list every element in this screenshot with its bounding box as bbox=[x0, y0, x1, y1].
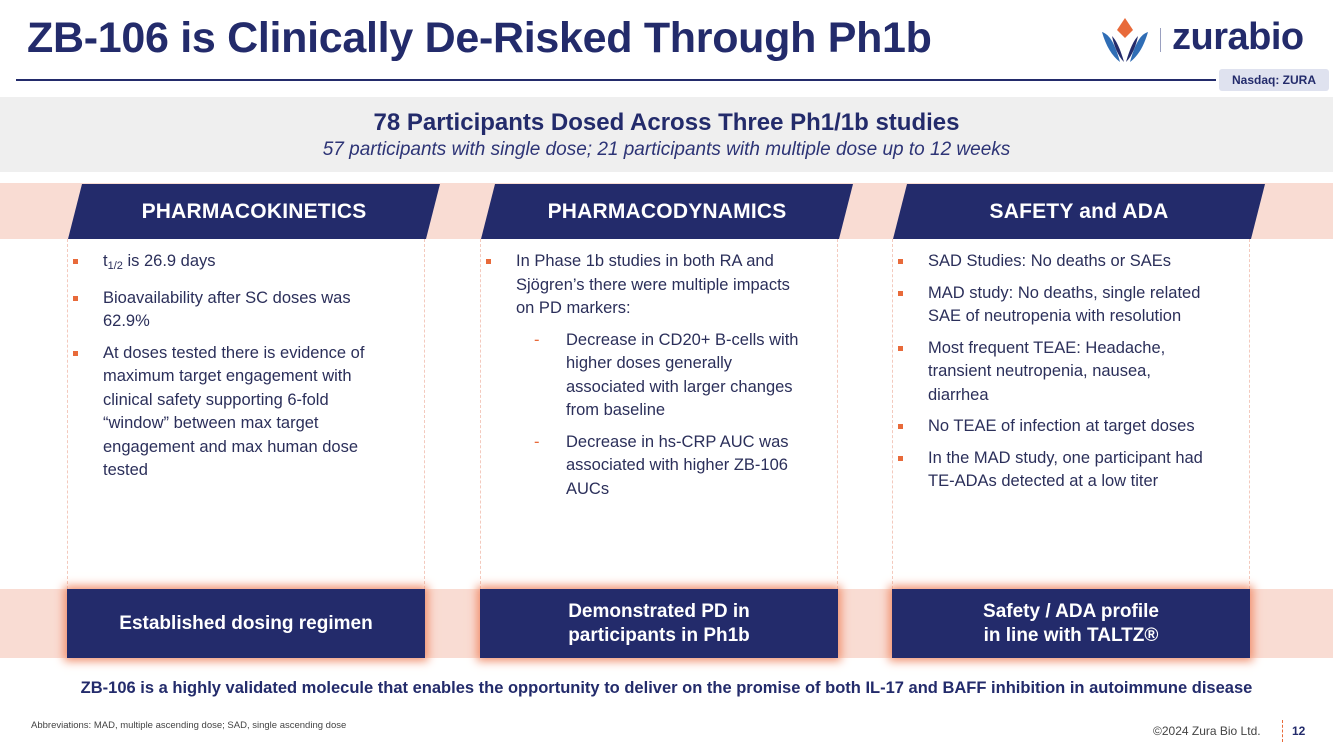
list-item: t1/2 is 26.9 days bbox=[67, 250, 397, 279]
ticker-badge: Nasdaq: ZURA bbox=[1219, 69, 1329, 91]
list-item: Bioavailability after SC doses was 62.9% bbox=[67, 287, 397, 334]
safety-column-header: SAFETY and ADA bbox=[893, 184, 1265, 239]
logo-wordmark: zurabio bbox=[1172, 16, 1304, 58]
safety-callout: Safety / ADA profile in line with TALTZ® bbox=[892, 589, 1250, 658]
company-logo: zurabio bbox=[1100, 14, 1325, 66]
sub-list-item: Decrease in hs-CRP AUC was associated wi… bbox=[516, 431, 810, 502]
logo-divider bbox=[1160, 28, 1161, 52]
page-number: 12 bbox=[1292, 724, 1306, 738]
list-item: No TEAE of infection at target doses bbox=[892, 415, 1212, 439]
pk-bullet-list: t1/2 is 26.9 days Bioavailability after … bbox=[67, 250, 397, 491]
title-underline bbox=[16, 79, 1216, 81]
pd-bullet-list: In Phase 1b studies in both RA and Sjögr… bbox=[480, 250, 810, 509]
pk-column-body bbox=[67, 239, 425, 589]
list-item: At doses tested there is evidence of max… bbox=[67, 342, 397, 483]
pd-callout: Demonstrated PD in participants in Ph1b bbox=[480, 589, 838, 658]
sub-list-item: Decrease in CD20+ B-cells with higher do… bbox=[516, 329, 810, 423]
abbreviations-footnote: Abbreviations: MAD, multiple ascending d… bbox=[31, 720, 347, 731]
list-item: In the MAD study, one participant had TE… bbox=[892, 447, 1212, 494]
pk-callout: Established dosing regimen bbox=[67, 589, 425, 658]
list-item: MAD study: No deaths, single related SAE… bbox=[892, 282, 1212, 329]
summary-banner: 78 Participants Dosed Across Three Ph1/1… bbox=[0, 97, 1333, 172]
zurabio-flame-logo-icon bbox=[1102, 18, 1148, 62]
copyright-notice: ©2024 Zura Bio Ltd. bbox=[1153, 724, 1261, 738]
list-item: SAD Studies: No deaths or SAEs bbox=[892, 250, 1212, 274]
list-item: Most frequent TEAE: Headache, transient … bbox=[892, 337, 1212, 408]
safety-column-body bbox=[892, 239, 1250, 589]
summary-headline: 78 Participants Dosed Across Three Ph1/1… bbox=[373, 109, 960, 136]
conclusion-statement: ZB-106 is a highly validated molecule th… bbox=[80, 679, 1253, 697]
slide-title: ZB-106 is Clinically De-Risked Through P… bbox=[27, 14, 932, 62]
pd-column-header: PHARMACODYNAMICS bbox=[481, 184, 853, 239]
list-item: In Phase 1b studies in both RA and Sjögr… bbox=[480, 250, 810, 501]
summary-subline: 57 participants with single dose; 21 par… bbox=[322, 139, 1011, 160]
footer-divider bbox=[1282, 720, 1283, 742]
safety-bullet-list: SAD Studies: No deaths or SAEs MAD study… bbox=[892, 250, 1212, 502]
pd-sub-list: Decrease in CD20+ B-cells with higher do… bbox=[516, 329, 810, 502]
pk-column-header: PHARMACOKINETICS bbox=[68, 184, 440, 239]
